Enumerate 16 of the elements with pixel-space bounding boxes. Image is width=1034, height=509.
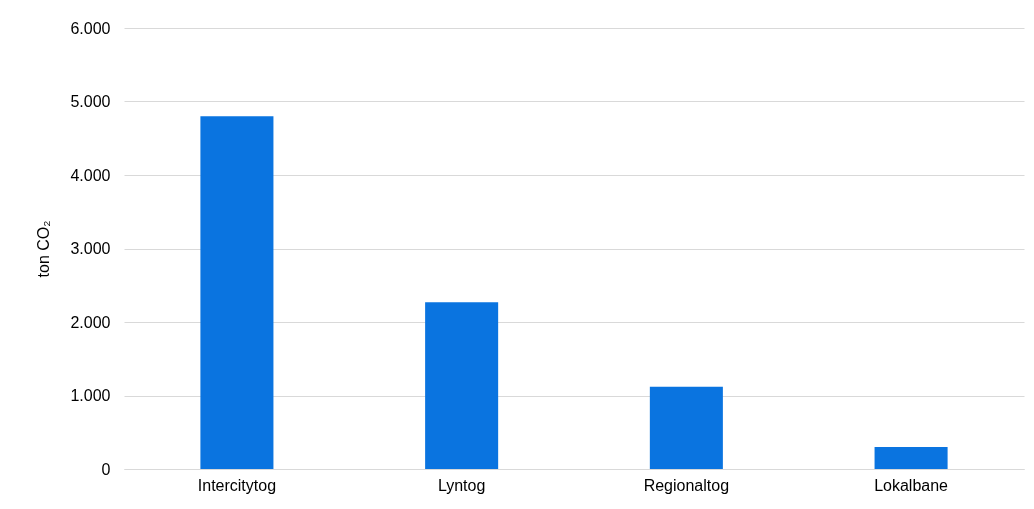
y-tick-label: 3.000 [70,240,111,257]
y-tick-label: 2.000 [70,313,111,331]
x-tick-label: Lokalbane [874,476,949,494]
x-tick-label: Intercitytog [197,476,277,494]
bar [874,446,948,469]
y-axis-title: ton CO₂ [35,220,53,278]
bar [649,386,723,469]
x-tick-label: Regionaltog [643,476,730,494]
x-tick-label: Lyntog [437,476,486,494]
y-tick-label: 6.000 [70,19,111,37]
bar [425,302,499,469]
y-tick-label: 0 [101,460,111,478]
bar [200,116,274,469]
y-tick-label: 5.000 [70,93,111,110]
y-tick-label: 4.000 [70,166,111,184]
y-tick-label: 1.000 [70,387,111,404]
